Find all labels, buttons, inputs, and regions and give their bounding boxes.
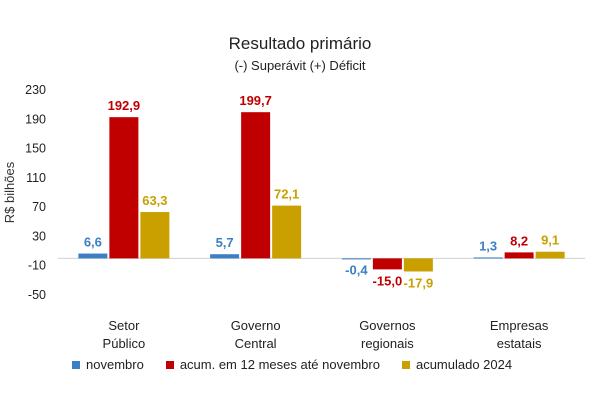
y-tick-label: -10 [28,259,46,273]
data-label: 9,1 [541,233,559,248]
data-label: 63,3 [142,193,167,208]
bar [535,251,565,259]
data-label: 199,7 [239,93,272,108]
category-label: estatais [497,336,542,351]
data-label: 72,1 [274,187,299,202]
legend-label-acum-12-meses: acum. em 12 meses até novembro [179,357,380,372]
y-tick-label: -50 [28,288,46,302]
category-label: Central [235,336,277,351]
data-label: -0,4 [345,263,368,278]
chart-subtitle: (-) Superávit (+) Déficit [234,58,366,73]
y-tick-label: 230 [25,83,46,97]
bar [241,112,271,259]
legend-swatch-acum-12-meses [165,360,174,369]
y-tick-label: 150 [25,142,46,156]
bar [109,117,139,259]
data-label: 8,2 [510,233,528,248]
y-tick-label: 190 [25,112,46,126]
data-label: -15,0 [373,273,403,288]
bar [210,254,240,259]
bar [341,258,371,260]
data-label: 192,9 [108,98,141,113]
category-label: Empresas [490,318,549,333]
bar [272,205,302,259]
data-label: 1,3 [479,238,497,253]
data-label: 6,6 [84,235,102,250]
y-tick-label: 110 [26,171,46,185]
category-label: Público [103,336,146,351]
category-label: Setor [108,318,140,333]
legend-swatch-novembro [72,360,80,369]
legend-item-acum-12-meses: acum. em 12 meses até novembro [165,357,380,372]
y-tick-label: 30 [32,229,46,243]
data-label: -17,9 [404,275,434,290]
category-label: Governo [231,318,281,333]
chart-legend: novembro acum. em 12 meses até novembro … [72,357,512,372]
y-axis-label: R$ bilhões [2,161,17,223]
y-tick-label: 70 [32,200,46,214]
data-label: 5,7 [216,235,234,250]
legend-item-novembro: novembro [72,357,144,372]
category-label: regionais [361,336,414,351]
bar [473,257,503,259]
legend-label-novembro: novembro [86,357,144,372]
bar [78,253,108,259]
legend-label-acumulado-2024: acumulado 2024 [415,357,513,372]
category-label: Governos [359,318,416,333]
bar [140,212,170,259]
chart-title: Resultado primário [228,34,372,53]
bar [504,252,534,259]
legend-swatch-acumulado-2024 [401,360,410,369]
bar [372,258,402,270]
legend-item-acumulado-2024: acumulado 2024 [401,357,513,372]
bar [403,258,433,272]
